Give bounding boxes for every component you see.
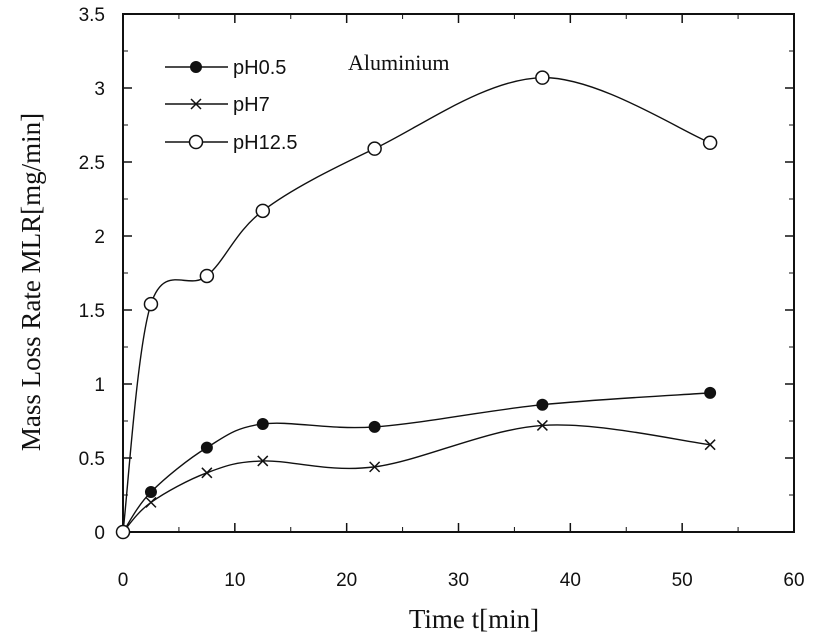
point-ph7 [145, 496, 157, 508]
point-ph7 [201, 467, 213, 479]
cross-stroke [704, 439, 716, 451]
x-tick-label: 50 [672, 570, 693, 591]
legend-marker [190, 61, 202, 73]
point-ph0-5 [368, 420, 381, 433]
point-ph0-5 [256, 417, 269, 430]
legend: pH0.5 pH7 pH12.5 [165, 57, 298, 154]
annotation-aluminium: Aluminium [348, 50, 449, 75]
point-ph0-5 [536, 398, 549, 411]
legend-label: pH0.5 [233, 57, 286, 79]
series-ph12-5 [115, 70, 718, 540]
y-tick-label: 3.5 [79, 5, 105, 26]
point-ph7 [257, 455, 269, 467]
y-tick-label: 1.5 [79, 301, 105, 322]
series-ph0-5 [117, 386, 717, 538]
cross-stroke [190, 98, 202, 110]
y-axis-title: Mass Loss Rate MLR[mg/min] [16, 113, 46, 451]
plot-frame [122, 13, 795, 533]
point-ph7 [704, 439, 716, 451]
legend-label: pH7 [233, 94, 270, 116]
series-line-ph7 [122, 424, 711, 533]
x-axis-title: Time t[min] [409, 604, 539, 634]
point-ph0-5 [200, 441, 213, 454]
x-tick-label: 30 [448, 570, 469, 591]
point-ph0-5 [144, 486, 157, 499]
y-tick-label: 0.5 [79, 449, 105, 470]
series-layer [115, 70, 718, 540]
x-tick-label: 20 [336, 570, 357, 591]
legend-item-ph12-5: pH12.5 [165, 132, 298, 154]
cross-stroke [369, 461, 381, 473]
cross-stroke [145, 496, 157, 508]
axes: 0 10 20 30 40 50 60 0 0.5 1 1.5 2 2.5 3 3.5 [79, 5, 805, 591]
x-tick-label: 0 [118, 570, 129, 591]
y-tick-label: 2 [94, 227, 105, 248]
point-ph12-5 [143, 296, 159, 312]
x-tick-label: 60 [783, 570, 804, 591]
x-tick-label: 40 [560, 570, 581, 591]
point-ph7 [369, 461, 381, 473]
y-tick-label: 0 [94, 523, 105, 544]
legend-item-ph7: pH7 [165, 94, 270, 116]
series-ph7 [117, 419, 716, 538]
cross-stroke [201, 467, 213, 479]
cross-stroke [257, 455, 269, 467]
point-ph12-5 [115, 524, 131, 540]
point-ph12-5 [367, 141, 382, 156]
series-line-ph12-5 [122, 76, 711, 533]
x-tick-label: 10 [224, 570, 245, 591]
legend-item-ph0-5: pH0.5 [165, 57, 286, 79]
y-tick-label: 3 [94, 79, 105, 100]
y-tick-label: 2.5 [79, 153, 105, 174]
point-ph0-5 [704, 386, 717, 399]
series-line-ph0-5 [122, 392, 711, 533]
legend-marker [190, 98, 202, 110]
cross-stroke [536, 419, 548, 431]
point-ph12-5 [702, 135, 718, 151]
point-ph7 [536, 419, 548, 431]
point-ph12-5 [255, 203, 271, 219]
point-ph12-5 [535, 70, 550, 85]
point-ph12-5 [199, 268, 215, 284]
y-tick-label: 1 [94, 375, 105, 396]
legend-label: pH12.5 [233, 132, 298, 154]
legend-marker [188, 134, 204, 150]
